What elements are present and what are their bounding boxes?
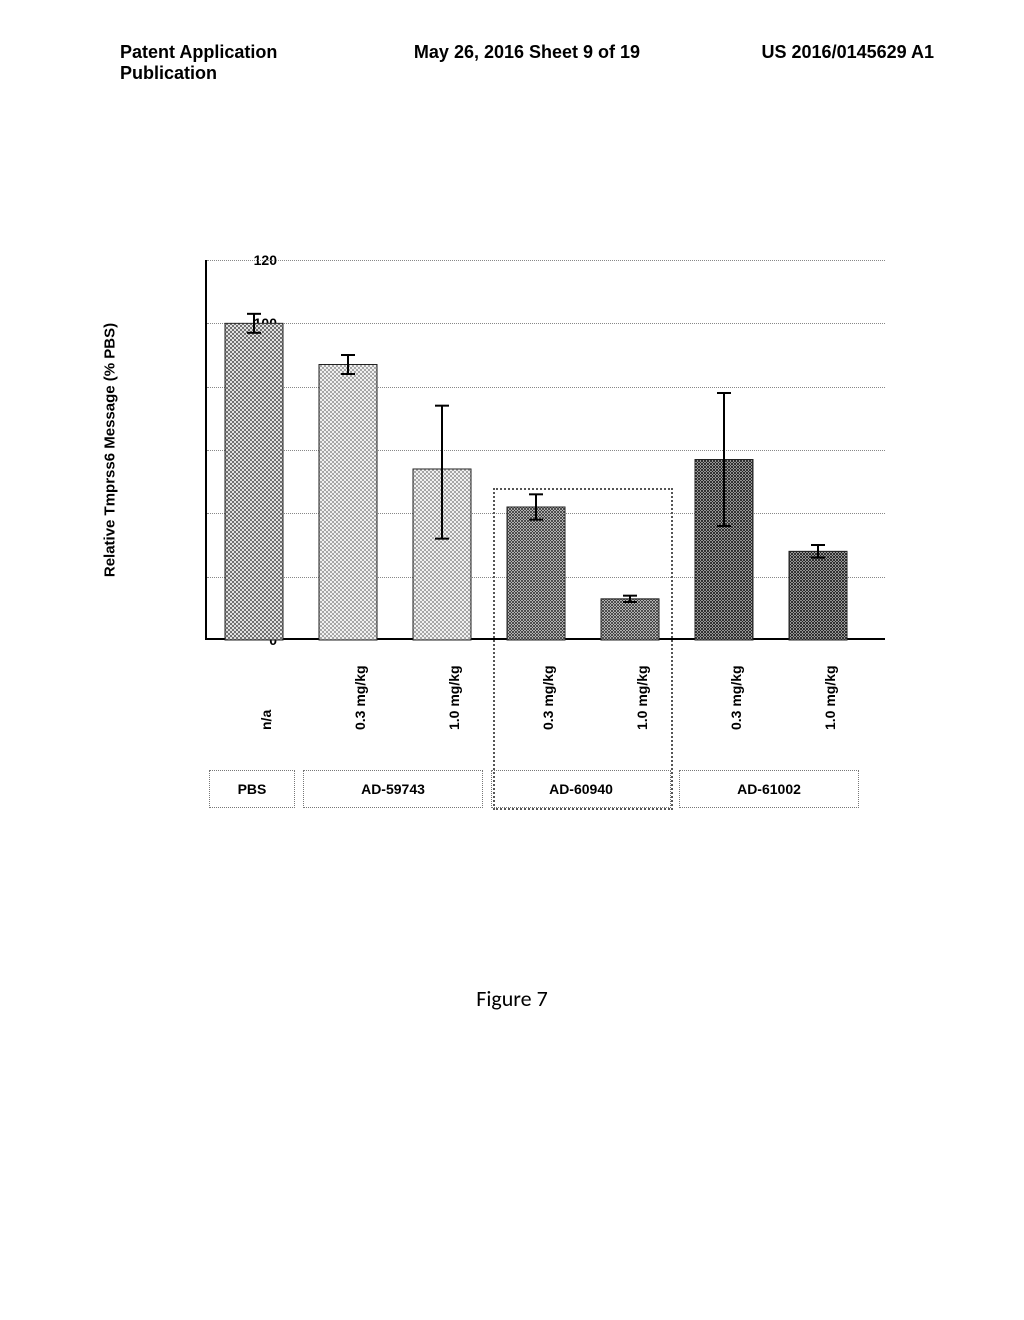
header-publication: Patent Application Publication bbox=[120, 42, 359, 84]
header-pub-number: US 2016/0145629 A1 bbox=[695, 42, 934, 84]
x-tick-label: 1.0 mg/kg bbox=[446, 665, 462, 730]
bar bbox=[225, 323, 283, 640]
bar bbox=[319, 365, 377, 641]
x-tick-label: 0.3 mg/kg bbox=[352, 665, 368, 730]
y-axis-label: Relative Tmprss6 Message (% PBS) bbox=[102, 323, 119, 577]
bar-chart: Relative Tmprss6 Message (% PBS) 0204060… bbox=[125, 260, 885, 840]
x-tick-label: n/a bbox=[258, 710, 274, 730]
group-label: PBS bbox=[209, 770, 295, 808]
bar bbox=[601, 599, 659, 640]
group-label: AD-60940 bbox=[491, 770, 671, 808]
bar bbox=[789, 551, 847, 640]
x-tick-label: 0.3 mg/kg bbox=[728, 665, 744, 730]
bar bbox=[507, 507, 565, 640]
figure-caption: Figure 7 bbox=[0, 985, 1024, 1012]
x-tick-label: 0.3 mg/kg bbox=[540, 665, 556, 730]
header-sheet-info: May 26, 2016 Sheet 9 of 19 bbox=[359, 42, 694, 84]
x-tick-label: 1.0 mg/kg bbox=[634, 665, 650, 730]
group-label: AD-59743 bbox=[303, 770, 483, 808]
x-tick-label: 1.0 mg/kg bbox=[822, 665, 838, 730]
page-header: Patent Application Publication May 26, 2… bbox=[0, 42, 1024, 84]
plot-area bbox=[205, 260, 885, 640]
group-label: AD-61002 bbox=[679, 770, 859, 808]
